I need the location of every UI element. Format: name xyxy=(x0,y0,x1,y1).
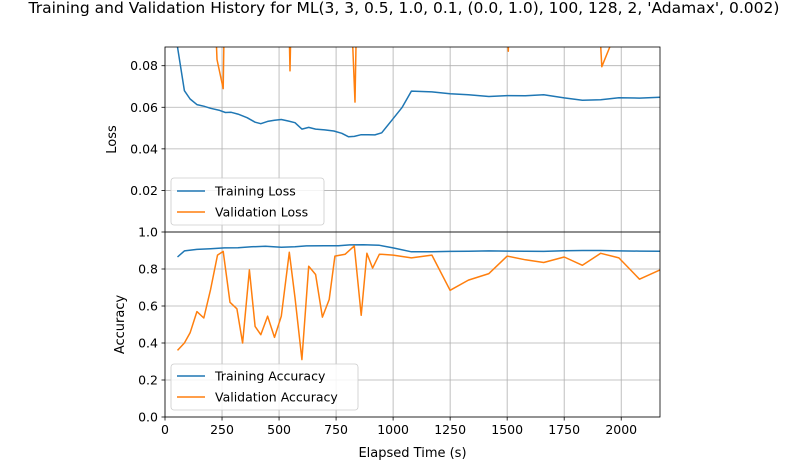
y-tick-label: 0.8 xyxy=(138,262,158,277)
x-tick-label: 1500 xyxy=(491,422,523,437)
loss-legend-box xyxy=(170,177,325,226)
loss-grid xyxy=(164,47,660,232)
y-tick-label: 0.2 xyxy=(138,373,158,388)
x-tick-label: 1750 xyxy=(548,422,580,437)
x-tick-label: 750 xyxy=(324,422,348,437)
loss-panel: 0.02 0.04 0.06 0.08 Loss Training Loss Vali… xyxy=(105,46,661,233)
x-tick-label: 1250 xyxy=(434,422,466,437)
y-tick-label: 1.0 xyxy=(138,225,158,240)
x-tick-label: 500 xyxy=(267,422,291,437)
y-tick-label: 0.6 xyxy=(138,299,158,314)
x-tick-label: 0 xyxy=(161,422,169,437)
loss-y-ticks: 0.02 0.04 0.06 0.08 xyxy=(130,58,165,198)
accuracy-y-ticks: 0.0 0.2 0.4 0.6 0.8 1.0 xyxy=(138,225,165,425)
accuracy-axes-frame xyxy=(164,231,661,418)
loss-y-axis-label: Loss xyxy=(105,125,120,154)
loss-lines xyxy=(176,47,660,138)
loss-legend: Training Loss Validation Loss xyxy=(170,177,325,226)
accuracy-panel: 0.0 0.2 0.4 0.6 0.8 1.0 Accuracy Training Acc… xyxy=(113,225,661,425)
chart-title: Training and Validation History for ML(3… xyxy=(28,0,780,17)
y-tick-label: 0.06 xyxy=(130,100,158,115)
legend-label-training-loss: Training Loss xyxy=(214,184,296,199)
accuracy-legend: Training Accuracy Validation Accuracy xyxy=(170,363,359,411)
series-line-training-accuracy xyxy=(177,244,660,258)
y-tick-label: 0.02 xyxy=(130,183,158,198)
series-line-validation-loss xyxy=(215,47,611,103)
y-tick-label: 0.0 xyxy=(138,410,158,425)
series-line-validation-accuracy xyxy=(176,245,660,361)
series-line-training-loss xyxy=(176,47,660,138)
y-tick-label: 0.04 xyxy=(130,141,158,156)
accuracy-y-axis-label: Accuracy xyxy=(113,295,128,355)
y-tick-label: 0.08 xyxy=(130,58,158,73)
x-tick-label: 2000 xyxy=(605,422,637,437)
legend-label-validation-loss: Validation Loss xyxy=(215,205,308,220)
legend-label-validation-accuracy: Validation Accuracy xyxy=(215,390,338,405)
accuracy-legend-box xyxy=(170,363,359,411)
x-tick-label: 1000 xyxy=(377,422,409,437)
x-tick-label: 250 xyxy=(210,422,234,437)
y-tick-label: 0.4 xyxy=(138,336,158,351)
x-axis-label: Elapsed Time (s) xyxy=(358,446,466,460)
legend-label-training-accuracy: Training Accuracy xyxy=(214,369,326,384)
x-axis-ticks: 0 250 500 750 1000 1250 1500 1750 2000 xyxy=(161,417,637,437)
accuracy-lines xyxy=(176,244,660,361)
